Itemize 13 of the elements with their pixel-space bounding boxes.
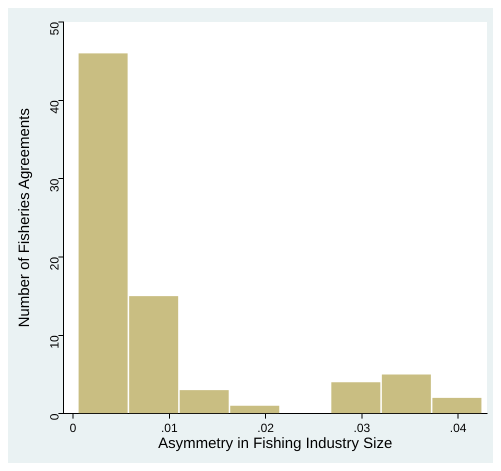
y-tick-label: 40 <box>48 100 62 114</box>
x-tick-label: .04 <box>450 421 467 436</box>
y-tick-label: 30 <box>48 178 62 192</box>
y-axis-title: Number of Fisheries Agreements <box>16 108 34 328</box>
x-axis-title: Asymmetry in Fishing Industry Size <box>158 435 392 452</box>
x-tick-label: .02 <box>257 421 274 436</box>
y-tick-label: 10 <box>48 334 62 349</box>
y-tick-label: 0 <box>48 413 62 420</box>
x-tick-label: .01 <box>160 421 178 436</box>
y-tick-label: 50 <box>48 22 62 36</box>
x-tick-label: .03 <box>354 421 371 436</box>
x-tick-label: 0 <box>70 421 77 436</box>
y-tick-label: 20 <box>48 256 62 270</box>
